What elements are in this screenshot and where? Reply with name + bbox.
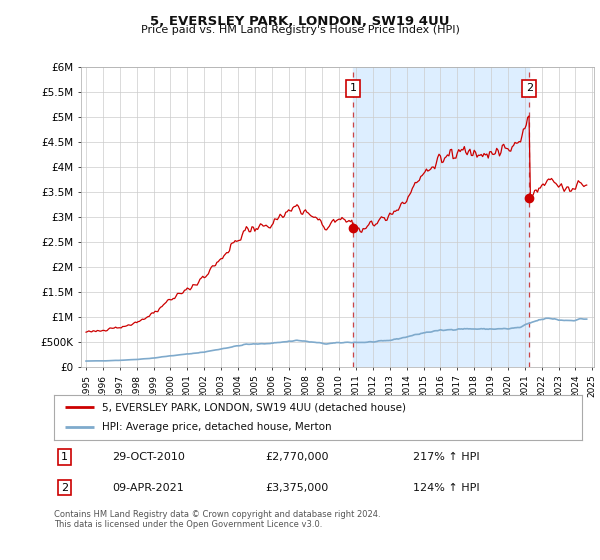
Text: Contains HM Land Registry data © Crown copyright and database right 2024.
This d: Contains HM Land Registry data © Crown c… [54, 510, 380, 529]
Text: 217% ↑ HPI: 217% ↑ HPI [413, 452, 479, 462]
Text: 124% ↑ HPI: 124% ↑ HPI [413, 483, 479, 493]
Text: £3,375,000: £3,375,000 [265, 483, 328, 493]
Text: 2: 2 [61, 483, 68, 493]
Text: 29-OCT-2010: 29-OCT-2010 [112, 452, 185, 462]
Text: 09-APR-2021: 09-APR-2021 [112, 483, 184, 493]
Text: HPI: Average price, detached house, Merton: HPI: Average price, detached house, Mert… [101, 422, 331, 432]
Text: £2,770,000: £2,770,000 [265, 452, 329, 462]
Text: 5, EVERSLEY PARK, LONDON, SW19 4UU: 5, EVERSLEY PARK, LONDON, SW19 4UU [150, 15, 450, 28]
Text: 2: 2 [526, 83, 533, 93]
Bar [353, 67, 529, 367]
Text: Price paid vs. HM Land Registry's House Price Index (HPI): Price paid vs. HM Land Registry's House … [140, 25, 460, 35]
Text: 5, EVERSLEY PARK, LONDON, SW19 4UU (detached house): 5, EVERSLEY PARK, LONDON, SW19 4UU (deta… [101, 402, 406, 412]
Text: 1: 1 [350, 83, 356, 93]
Text: 1: 1 [61, 452, 68, 462]
